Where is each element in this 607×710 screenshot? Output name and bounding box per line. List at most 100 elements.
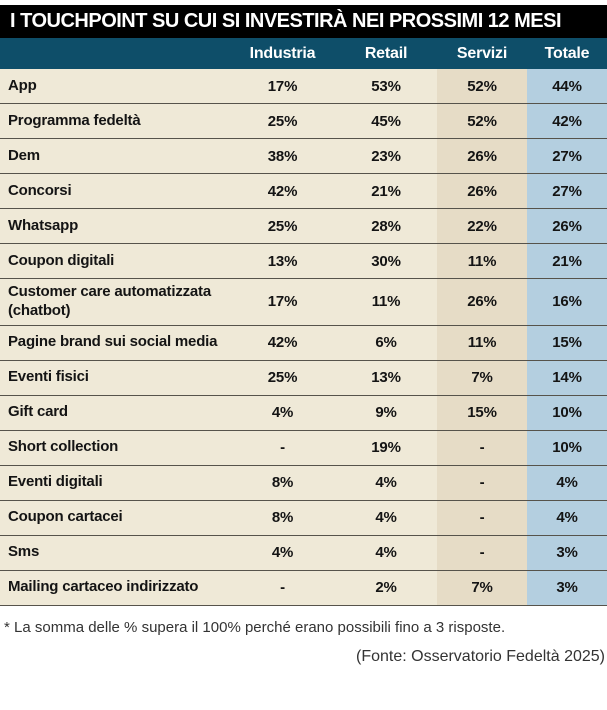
table-row: Whatsapp 25% 28% 22% 26% [0, 209, 607, 244]
cell-servizi: 7% [437, 360, 527, 395]
title-bar: I TOUCHPOINT SU CUI SI INVESTIRÀ NEI PRO… [0, 5, 607, 38]
column-header-retail: Retail [364, 44, 408, 62]
cell-retail: 19% [371, 439, 401, 456]
source-credit: (Fonte: Osservatorio Fedeltà 2025) [355, 647, 605, 665]
cell-servizi: 26% [437, 174, 527, 208]
table-row: Coupon cartacei 8% 4% - 4% [0, 500, 607, 536]
cell-retail: 21% [371, 182, 401, 200]
cell-servizi: 52% [437, 69, 527, 103]
cell-totale: 27% [527, 174, 607, 208]
cell-industria: 25% [267, 112, 298, 130]
page-title: I TOUCHPOINT SU CUI SI INVESTIRÀ NEI PRO… [10, 10, 562, 32]
cell-industria: - [280, 579, 285, 596]
row-label: Short collection [8, 438, 119, 456]
cell-retail: 45% [371, 112, 401, 130]
row-label: Mailing cartaceo indirizzato [8, 578, 199, 596]
column-header-totale: Totale [544, 44, 590, 62]
cell-servizi: 22% [437, 209, 527, 243]
cell-totale: 27% [527, 139, 607, 173]
table-row: Concorsi 42% 21% 26% 27% [0, 174, 607, 209]
cell-totale: 16% [527, 279, 607, 325]
cell-retail: 30% [371, 252, 401, 270]
cell-industria: 4% [271, 404, 294, 421]
cell-industria: - [280, 439, 285, 456]
cell-retail: 9% [375, 404, 397, 421]
cell-retail: 4% [375, 544, 397, 561]
cell-totale: 15% [527, 325, 607, 360]
cell-totale: 3% [527, 570, 607, 605]
table-row: App 17% 53% 52% 44% [0, 69, 607, 104]
table-row: Coupon digitali 13% 30% 11% 21% [0, 244, 607, 279]
cell-totale: 3% [527, 535, 607, 570]
cell-totale: 14% [527, 360, 607, 395]
cell-servizi: 26% [437, 279, 527, 325]
cell-totale: 4% [527, 500, 607, 535]
cell-industria: 4% [271, 544, 294, 561]
cell-retail: 53% [371, 77, 401, 95]
table-row: Dem 38% 23% 26% 27% [0, 139, 607, 174]
cell-totale: 10% [527, 395, 607, 430]
row-label: Eventi digitali [8, 473, 103, 491]
cell-retail: 2% [375, 579, 397, 596]
row-label: Coupon cartacei [8, 508, 123, 526]
cell-retail: 4% [375, 509, 397, 526]
footnote: * La somma delle % supera il 100% perché… [4, 618, 506, 636]
cell-retail: 13% [371, 369, 401, 386]
cell-industria: 13% [267, 252, 298, 270]
cell-retail: 4% [375, 474, 397, 491]
table-body: App 17% 53% 52% 44% Programma fedeltà 25… [0, 69, 607, 606]
cell-totale: 44% [527, 69, 607, 103]
cell-totale: 26% [527, 209, 607, 243]
cell-industria: 25% [267, 369, 298, 386]
column-header-industria: Industria [249, 44, 316, 62]
cell-servizi: - [437, 465, 527, 500]
cell-industria: 42% [267, 182, 298, 200]
row-label: Programma fedeltà [8, 111, 141, 129]
row-label: Sms [8, 543, 40, 561]
row-label: Pagine brand sui social media [8, 333, 218, 351]
cell-servizi: 26% [437, 139, 527, 173]
cell-servizi: 15% [437, 395, 527, 430]
cell-industria: 17% [267, 77, 298, 95]
cell-totale: 10% [527, 430, 607, 465]
cell-servizi: - [437, 535, 527, 570]
cell-servizi: 7% [437, 570, 527, 605]
table-row: Customer care automatizzata (chatbot) 17… [0, 279, 607, 326]
table-row: Sms 4% 4% - 3% [0, 535, 607, 571]
cell-industria: 8% [271, 474, 294, 491]
cell-industria: 38% [267, 147, 298, 165]
cell-servizi: 11% [437, 325, 527, 360]
cell-retail: 23% [371, 147, 401, 165]
cell-retail: 28% [371, 217, 401, 235]
table-row: Programma fedeltà 25% 45% 52% 42% [0, 104, 607, 139]
table-row: Eventi fisici 25% 13% 7% 14% [0, 360, 607, 396]
column-header-servizi: Servizi [456, 44, 508, 62]
row-label: App [8, 76, 37, 94]
row-label: Coupon digitali [8, 251, 115, 269]
cell-industria: 8% [271, 509, 294, 526]
cell-totale: 21% [527, 244, 607, 278]
row-label: Whatsapp [8, 216, 79, 234]
row-label: Concorsi [8, 181, 72, 199]
table-row: Mailing cartaceo indirizzato - 2% 7% 3% [0, 570, 607, 606]
column-header-row: Industria Retail Servizi Totale [0, 38, 607, 69]
row-label: Customer care automatizzata (chatbot) [8, 283, 211, 319]
row-label: Dem [8, 146, 40, 164]
table-row: Short collection - 19% - 10% [0, 430, 607, 466]
cell-servizi: 52% [437, 104, 527, 138]
table-row: Eventi digitali 8% 4% - 4% [0, 465, 607, 501]
table-row: Gift card 4% 9% 15% 10% [0, 395, 607, 431]
row-label: Eventi fisici [8, 368, 89, 386]
cell-retail: 6% [375, 334, 397, 351]
cell-totale: 42% [527, 104, 607, 138]
cell-servizi: 11% [437, 244, 527, 278]
cell-industria: 17% [267, 293, 298, 311]
cell-totale: 4% [527, 465, 607, 500]
table-row: Pagine brand sui social media 42% 6% 11%… [0, 325, 607, 361]
cell-industria: 25% [267, 217, 298, 235]
cell-industria: 42% [267, 334, 298, 351]
cell-servizi: - [437, 500, 527, 535]
cell-servizi: - [437, 430, 527, 465]
row-label: Gift card [8, 403, 68, 421]
